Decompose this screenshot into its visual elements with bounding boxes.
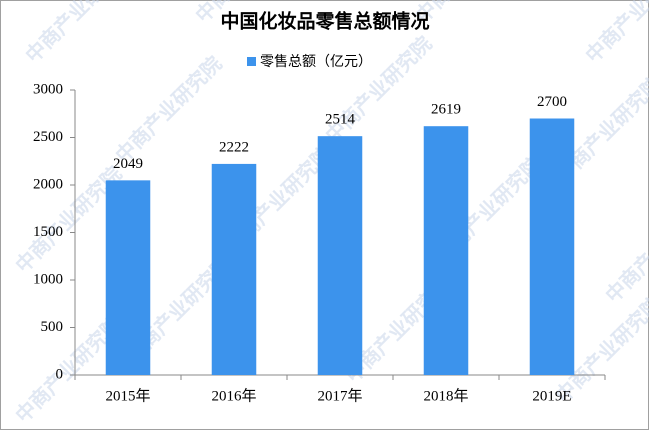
x-tick-label: 2016年 bbox=[211, 387, 256, 404]
bar bbox=[529, 118, 575, 375]
x-tick-label: 2019E bbox=[532, 388, 571, 404]
y-tick-label: 1500 bbox=[33, 224, 63, 240]
chart-title: 中国化妆品零售总额情况 bbox=[220, 10, 429, 33]
bar bbox=[423, 126, 469, 375]
y-tick-label: 0 bbox=[56, 366, 64, 382]
bar bbox=[317, 136, 363, 375]
bar bbox=[105, 180, 151, 375]
x-tick-label: 2015年 bbox=[105, 387, 150, 404]
data-label: 2514 bbox=[325, 112, 356, 128]
y-tick-label: 1000 bbox=[33, 271, 63, 287]
y-tick-label: 2500 bbox=[33, 129, 63, 145]
x-tick-label: 2018年 bbox=[423, 387, 468, 404]
x-tick-label: 2017年 bbox=[317, 387, 362, 404]
legend-label: 零售总额（亿元） bbox=[260, 54, 372, 70]
y-tick-label: 500 bbox=[41, 319, 64, 335]
legend-swatch bbox=[247, 57, 256, 66]
data-label: 2222 bbox=[219, 139, 249, 155]
bar bbox=[211, 163, 257, 375]
y-tick-label: 2000 bbox=[33, 176, 63, 192]
data-label: 2700 bbox=[537, 94, 567, 110]
data-label: 2619 bbox=[431, 102, 461, 118]
data-label: 2049 bbox=[113, 156, 143, 172]
y-tick-label: 3000 bbox=[33, 81, 63, 97]
